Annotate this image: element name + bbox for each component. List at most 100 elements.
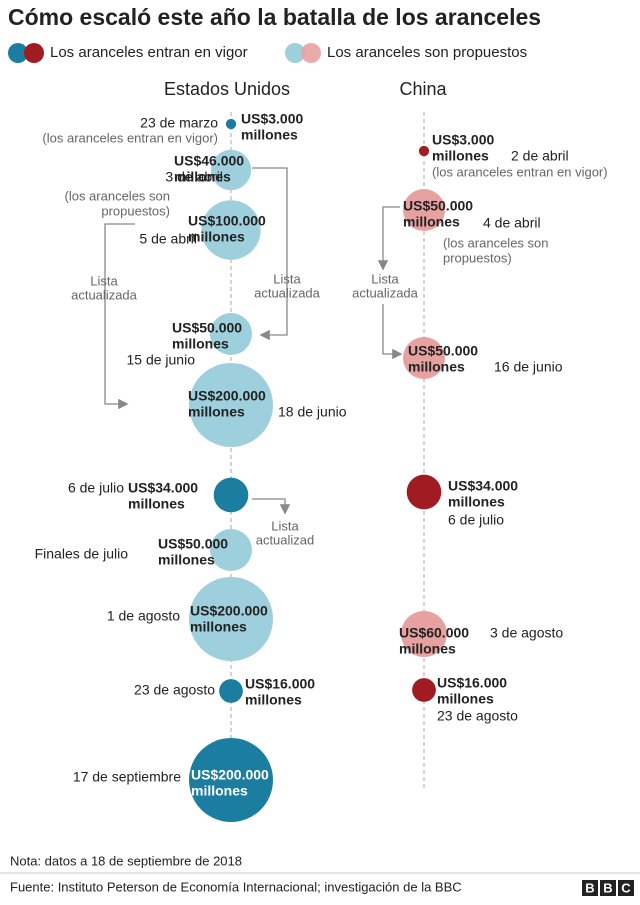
- note: Nota: datos a 18 de septiembre de 2018: [10, 853, 242, 868]
- bubble: [210, 313, 252, 355]
- date-label: 2 de abril: [511, 148, 569, 164]
- column-header: China: [399, 79, 447, 99]
- bubble: [225, 118, 237, 130]
- amount-label: US$16.000: [437, 675, 507, 691]
- legend-swatch: [24, 43, 44, 63]
- annotation: Lista: [90, 273, 118, 288]
- date-label: 3 de agosto: [490, 625, 563, 641]
- date-label: 5 de abril: [139, 231, 197, 247]
- annotation: Lista: [271, 518, 299, 533]
- date-label: 3 de abril: [165, 169, 223, 185]
- amount-label: US$200.000: [190, 603, 268, 619]
- date-label: 1 de agosto: [107, 608, 180, 624]
- bubble: [400, 610, 448, 658]
- amount-label: US$50.000: [408, 343, 478, 359]
- note-label: propuestos): [443, 250, 512, 265]
- amount-label: millones: [245, 692, 302, 708]
- amount-label: millones: [408, 359, 465, 375]
- date-label: 6 de julio: [448, 512, 504, 528]
- date-label: 18 de junio: [278, 404, 347, 420]
- amount-label: US$3.000: [241, 111, 303, 127]
- legend-swatch: [301, 43, 321, 63]
- bubble: [189, 577, 273, 661]
- title: Cómo escaló este año la batalla de los a…: [8, 4, 541, 30]
- amount-label: millones: [158, 552, 215, 568]
- amount-label: US$46.000: [174, 153, 244, 169]
- arrow: [104, 223, 135, 410]
- bubble: [403, 189, 445, 231]
- legend-label: Los aranceles entran en vigor: [50, 44, 248, 61]
- bubble: [406, 474, 442, 510]
- amount-label: US$34.000: [448, 478, 518, 494]
- amount-label: US$200.000: [188, 388, 266, 404]
- note-label: (los aranceles son: [65, 188, 171, 203]
- amount-label: millones: [437, 691, 494, 707]
- date-label: 23 de agosto: [134, 682, 215, 698]
- arrow: [252, 498, 291, 515]
- amount-label: millones: [432, 148, 489, 164]
- date-label: 4 de abril: [483, 215, 541, 231]
- arrow: [252, 167, 288, 341]
- note-label: propuestos): [101, 203, 170, 218]
- arrow: [377, 206, 400, 271]
- date-label: 17 de septiembre: [73, 769, 181, 785]
- logo-letter: C: [621, 880, 631, 895]
- date-label: 23 de marzo: [140, 115, 218, 131]
- note-label: (los aranceles entran en vigor): [42, 130, 218, 145]
- note-label: (los aranceles entran en vigor): [432, 164, 608, 179]
- bubble: [412, 678, 436, 702]
- legend-swatch: [8, 43, 28, 63]
- amount-label: millones: [190, 619, 247, 635]
- date-label: 16 de junio: [494, 359, 563, 375]
- bubble: [189, 363, 273, 447]
- amount-label: millones: [174, 169, 231, 185]
- amount-label: US$3.000: [432, 132, 494, 148]
- annotation: actualizad: [256, 532, 315, 547]
- amount-label: millones: [191, 783, 248, 799]
- amount-label: US$16.000: [245, 676, 315, 692]
- logo-letter: B: [603, 880, 612, 895]
- annotation: Lista: [273, 271, 301, 286]
- amount-label: US$50.000: [158, 536, 228, 552]
- note-label: (los aranceles son: [443, 235, 549, 250]
- source: Fuente: Instituto Peterson de Economía I…: [10, 879, 462, 894]
- bubble: [189, 738, 273, 822]
- date-label: 15 de junio: [126, 352, 195, 368]
- amount-label: US$60.000: [399, 625, 469, 641]
- amount-label: millones: [188, 404, 245, 420]
- bubble: [201, 200, 261, 260]
- logo-box: [600, 880, 616, 896]
- annotation: actualizada: [254, 285, 321, 300]
- amount-label: US$100.000: [188, 213, 266, 229]
- annotation: Lista: [371, 271, 399, 286]
- bubble: [403, 337, 445, 379]
- amount-label: millones: [403, 214, 460, 230]
- arrow: [382, 304, 403, 360]
- amount-label: millones: [188, 229, 245, 245]
- amount-label: millones: [448, 494, 505, 510]
- bubble: [219, 679, 243, 703]
- amount-label: US$50.000: [403, 198, 473, 214]
- amount-label: US$200.000: [191, 767, 269, 783]
- bubble: [210, 149, 252, 191]
- date-label: 6 de julio: [68, 480, 124, 496]
- amount-label: US$50.000: [172, 320, 242, 336]
- amount-label: millones: [241, 127, 298, 143]
- legend-label: Los aranceles son propuestos: [327, 44, 527, 61]
- logo-box: [618, 880, 634, 896]
- amount-label: millones: [172, 336, 229, 352]
- amount-label: millones: [399, 641, 456, 657]
- amount-label: millones: [128, 496, 185, 512]
- annotation: actualizada: [352, 285, 419, 300]
- bubble: [418, 145, 430, 157]
- date-label: Finales de julio: [35, 546, 129, 562]
- logo-letter: B: [585, 880, 594, 895]
- amount-label: US$34.000: [128, 480, 198, 496]
- bubble: [213, 477, 249, 513]
- annotation: actualizada: [71, 287, 138, 302]
- date-label: 23 de agosto: [437, 708, 518, 724]
- legend-swatch: [285, 43, 305, 63]
- column-header: Estados Unidos: [164, 79, 290, 99]
- bubble: [210, 529, 252, 571]
